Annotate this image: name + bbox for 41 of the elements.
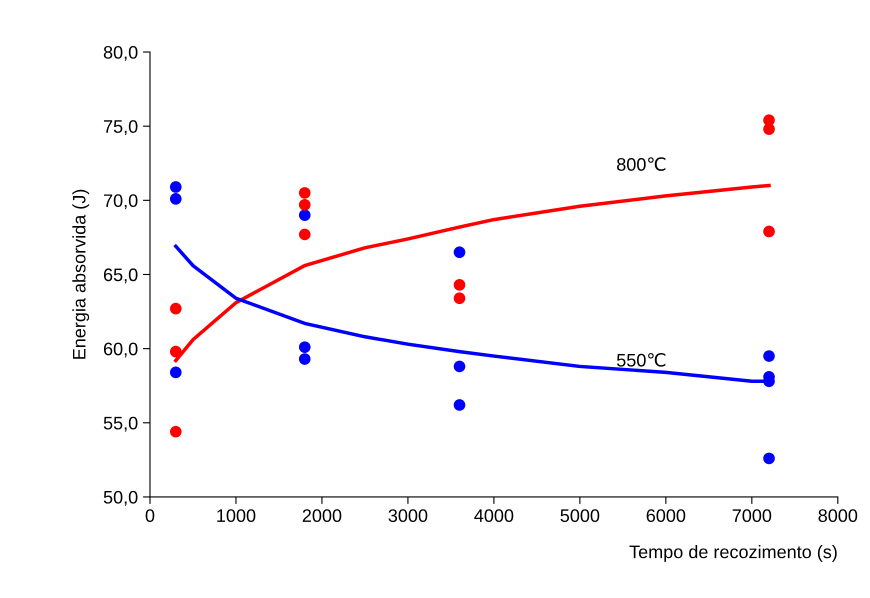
y-tick-label: 65,0	[104, 268, 138, 284]
y-tick-label: 80,0	[104, 46, 138, 61]
point	[454, 246, 466, 258]
series-label: 550℃	[616, 353, 666, 367]
x-tick-label: 4000	[474, 509, 514, 522]
point	[763, 123, 775, 135]
point	[454, 279, 466, 291]
point	[298, 341, 311, 353]
x-axis-title: Tempo de recozimento (s)	[630, 545, 837, 562]
point	[298, 187, 311, 199]
point	[454, 360, 466, 372]
series-label: 800℃	[617, 157, 666, 171]
point	[298, 228, 311, 240]
point	[170, 366, 182, 378]
point	[763, 452, 775, 464]
point	[763, 350, 775, 362]
y-tick-label: 60,0	[104, 342, 138, 358]
x-tick-label: 8000	[818, 509, 858, 522]
y-tick-label: 50,0	[104, 490, 138, 506]
x-tick-label: 2000	[302, 509, 342, 522]
point	[170, 193, 182, 205]
y-tick-label: 75,0	[104, 120, 138, 136]
x-tick-label: 7000	[732, 509, 772, 522]
point	[170, 346, 182, 358]
point	[454, 292, 466, 304]
point	[454, 399, 466, 411]
point	[170, 426, 182, 438]
point	[298, 209, 311, 221]
x-tick-label: 6000	[646, 509, 686, 522]
x-tick-label: 1000	[217, 509, 256, 522]
y-tick-label: 70,0	[104, 194, 138, 210]
point	[298, 198, 311, 211]
x-tick-label: 3000	[388, 509, 428, 522]
point	[298, 353, 311, 365]
point	[170, 302, 182, 314]
x-tick-label: 0	[146, 509, 154, 522]
y-tick-label: 55,0	[104, 416, 138, 432]
y-axis-title: Energia absorvida (J)	[72, 190, 90, 359]
x-tick-label: 5000	[560, 509, 600, 522]
point	[170, 181, 182, 193]
point	[763, 226, 775, 238]
